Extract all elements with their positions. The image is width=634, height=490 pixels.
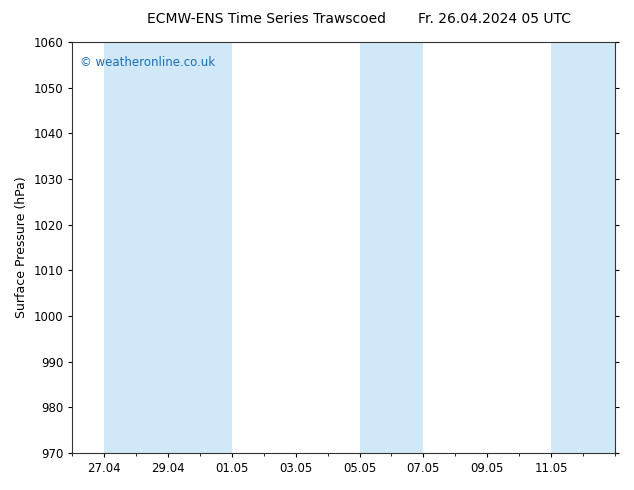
- Text: Fr. 26.04.2024 05 UTC: Fr. 26.04.2024 05 UTC: [418, 12, 571, 26]
- Bar: [104, 42, 168, 453]
- Y-axis label: Surface Pressure (hPa): Surface Pressure (hPa): [15, 176, 28, 318]
- Bar: [551, 42, 615, 453]
- Text: © weatheronline.co.uk: © weatheronline.co.uk: [81, 56, 216, 70]
- Bar: [168, 42, 232, 453]
- Bar: [359, 42, 424, 453]
- Text: ECMW-ENS Time Series Trawscoed: ECMW-ENS Time Series Trawscoed: [147, 12, 385, 26]
